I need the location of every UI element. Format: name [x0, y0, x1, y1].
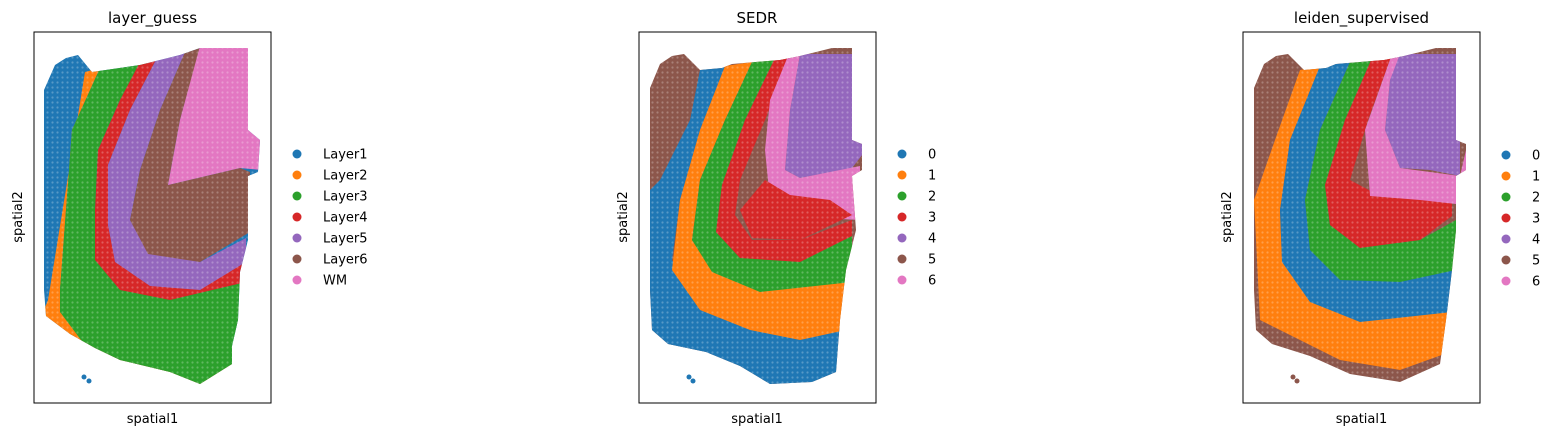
spot-texture: [650, 48, 862, 384]
legend-marker: [1501, 192, 1511, 202]
legend-label: Layer3: [323, 190, 368, 205]
legend-label: 5: [1532, 254, 1540, 269]
legend-marker: [1501, 171, 1511, 181]
y-axis-label: spatial2: [1220, 191, 1235, 243]
legend-marker: [292, 233, 302, 243]
panel-title: leiden_supervised: [1294, 9, 1429, 28]
legend-marker: [292, 191, 302, 201]
legend-label: 4: [1532, 233, 1540, 248]
legend-marker: [1501, 234, 1511, 244]
x-axis-label: spatial1: [1336, 412, 1388, 427]
legend-label: Layer2: [323, 169, 368, 184]
panel-title: SEDR: [737, 9, 778, 27]
legend-label: 6: [1532, 275, 1540, 290]
y-axis-label: spatial2: [616, 191, 631, 243]
legend-marker: [897, 191, 907, 201]
legend: 0 1 2 3 4 5 6: [1501, 149, 1540, 290]
panel-sedr: SEDR spatial1 spatial2 0 1 2 3 4 5 6: [616, 9, 936, 427]
legend-marker: [1501, 150, 1511, 160]
legend: Layer1 Layer2 Layer3 Layer4 Layer5 Layer6 WM: [292, 148, 368, 289]
legend: 0 1 2 3 4 5 6: [897, 148, 936, 289]
legend-marker: [1501, 255, 1511, 265]
tissue-spots: [650, 48, 862, 384]
legend-marker: [1501, 276, 1511, 286]
legend-marker: [897, 233, 907, 243]
stray-spot: [86, 378, 92, 384]
legend-marker: [292, 254, 302, 264]
legend-label: Layer6: [323, 253, 368, 268]
x-axis-label: spatial1: [127, 412, 179, 427]
stray-spot: [690, 378, 696, 384]
legend-marker: [897, 254, 907, 264]
legend-label: 2: [928, 190, 936, 205]
tissue-spots: [44, 48, 260, 384]
legend-marker: [897, 170, 907, 180]
legend-label: WM: [323, 274, 347, 289]
spot-texture: [44, 48, 260, 384]
legend-label: 0: [928, 148, 936, 163]
legend-label: 5: [928, 253, 936, 268]
stray-spot: [81, 374, 87, 380]
legend-marker: [292, 212, 302, 222]
legend-label: 3: [928, 211, 936, 226]
panel-leiden-supervised: leiden_supervised spatial1 spatial2 0 1 2 3…: [1220, 9, 1540, 427]
legend-label: 2: [1532, 191, 1540, 206]
stray-spot: [1294, 378, 1300, 384]
legend-label: Layer5: [323, 232, 368, 247]
legend-marker: [1501, 213, 1511, 223]
legend-marker: [292, 275, 302, 285]
legend-label: 4: [928, 232, 936, 247]
spot-texture: [1254, 48, 1466, 382]
legend-label: Layer4: [323, 211, 368, 226]
legend-marker: [897, 275, 907, 285]
legend-label: Layer1: [323, 148, 368, 163]
legend-label: 6: [928, 274, 936, 289]
x-axis-label: spatial1: [731, 412, 783, 427]
tissue-spots: [1254, 48, 1466, 382]
legend-label: 1: [928, 169, 936, 184]
legend-label: 0: [1532, 149, 1540, 164]
legend-marker: [897, 149, 907, 159]
stray-spot: [686, 374, 692, 380]
stray-spot: [1290, 374, 1296, 380]
y-axis-label: spatial2: [11, 191, 26, 243]
legend-label: 1: [1532, 170, 1540, 185]
legend-marker: [897, 212, 907, 222]
panel-layer-guess: layer_guess spatial1 spatial2 Layer1Laye…: [11, 9, 368, 427]
legend-marker: [292, 149, 302, 159]
legend-marker: [292, 170, 302, 180]
legend-label: 3: [1532, 212, 1540, 227]
panel-title: layer_guess: [108, 9, 197, 28]
